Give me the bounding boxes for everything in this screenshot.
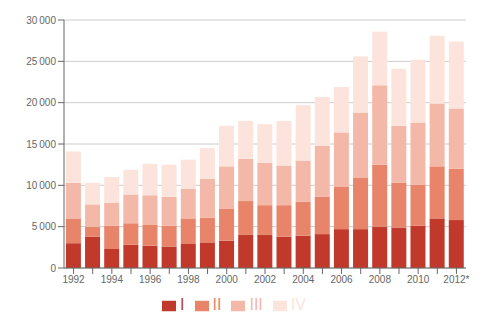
svg-text:15 000: 15 000 <box>26 139 56 150</box>
svg-text:10 000: 10 000 <box>26 180 56 191</box>
svg-text:20 000: 20 000 <box>26 97 56 108</box>
svg-text:25 000: 25 000 <box>26 56 56 67</box>
html-text:I: I <box>180 296 185 313</box>
html-text:II: II <box>212 296 222 313</box>
svg-text:2010: 2010 <box>407 274 430 285</box>
svg-text:0: 0 <box>50 263 56 274</box>
svg-text:2008: 2008 <box>369 274 392 285</box>
svg-text:1998: 1998 <box>177 274 200 285</box>
svg-text:2006: 2006 <box>330 274 353 285</box>
svg-text:1992: 1992 <box>62 274 85 285</box>
html-text:III: III <box>249 296 263 313</box>
html-text:IV: IV <box>290 296 306 313</box>
svg-text:1996: 1996 <box>139 274 162 285</box>
svg-text:30 000: 30 000 <box>26 15 56 26</box>
svg-text:2000: 2000 <box>216 274 239 285</box>
svg-text:2012*: 2012* <box>443 274 469 285</box>
svg-text:2004: 2004 <box>292 274 315 285</box>
svg-text:2002: 2002 <box>254 274 277 285</box>
svg-text:1994: 1994 <box>101 274 124 285</box>
svg-text:5 000: 5 000 <box>32 221 57 232</box>
